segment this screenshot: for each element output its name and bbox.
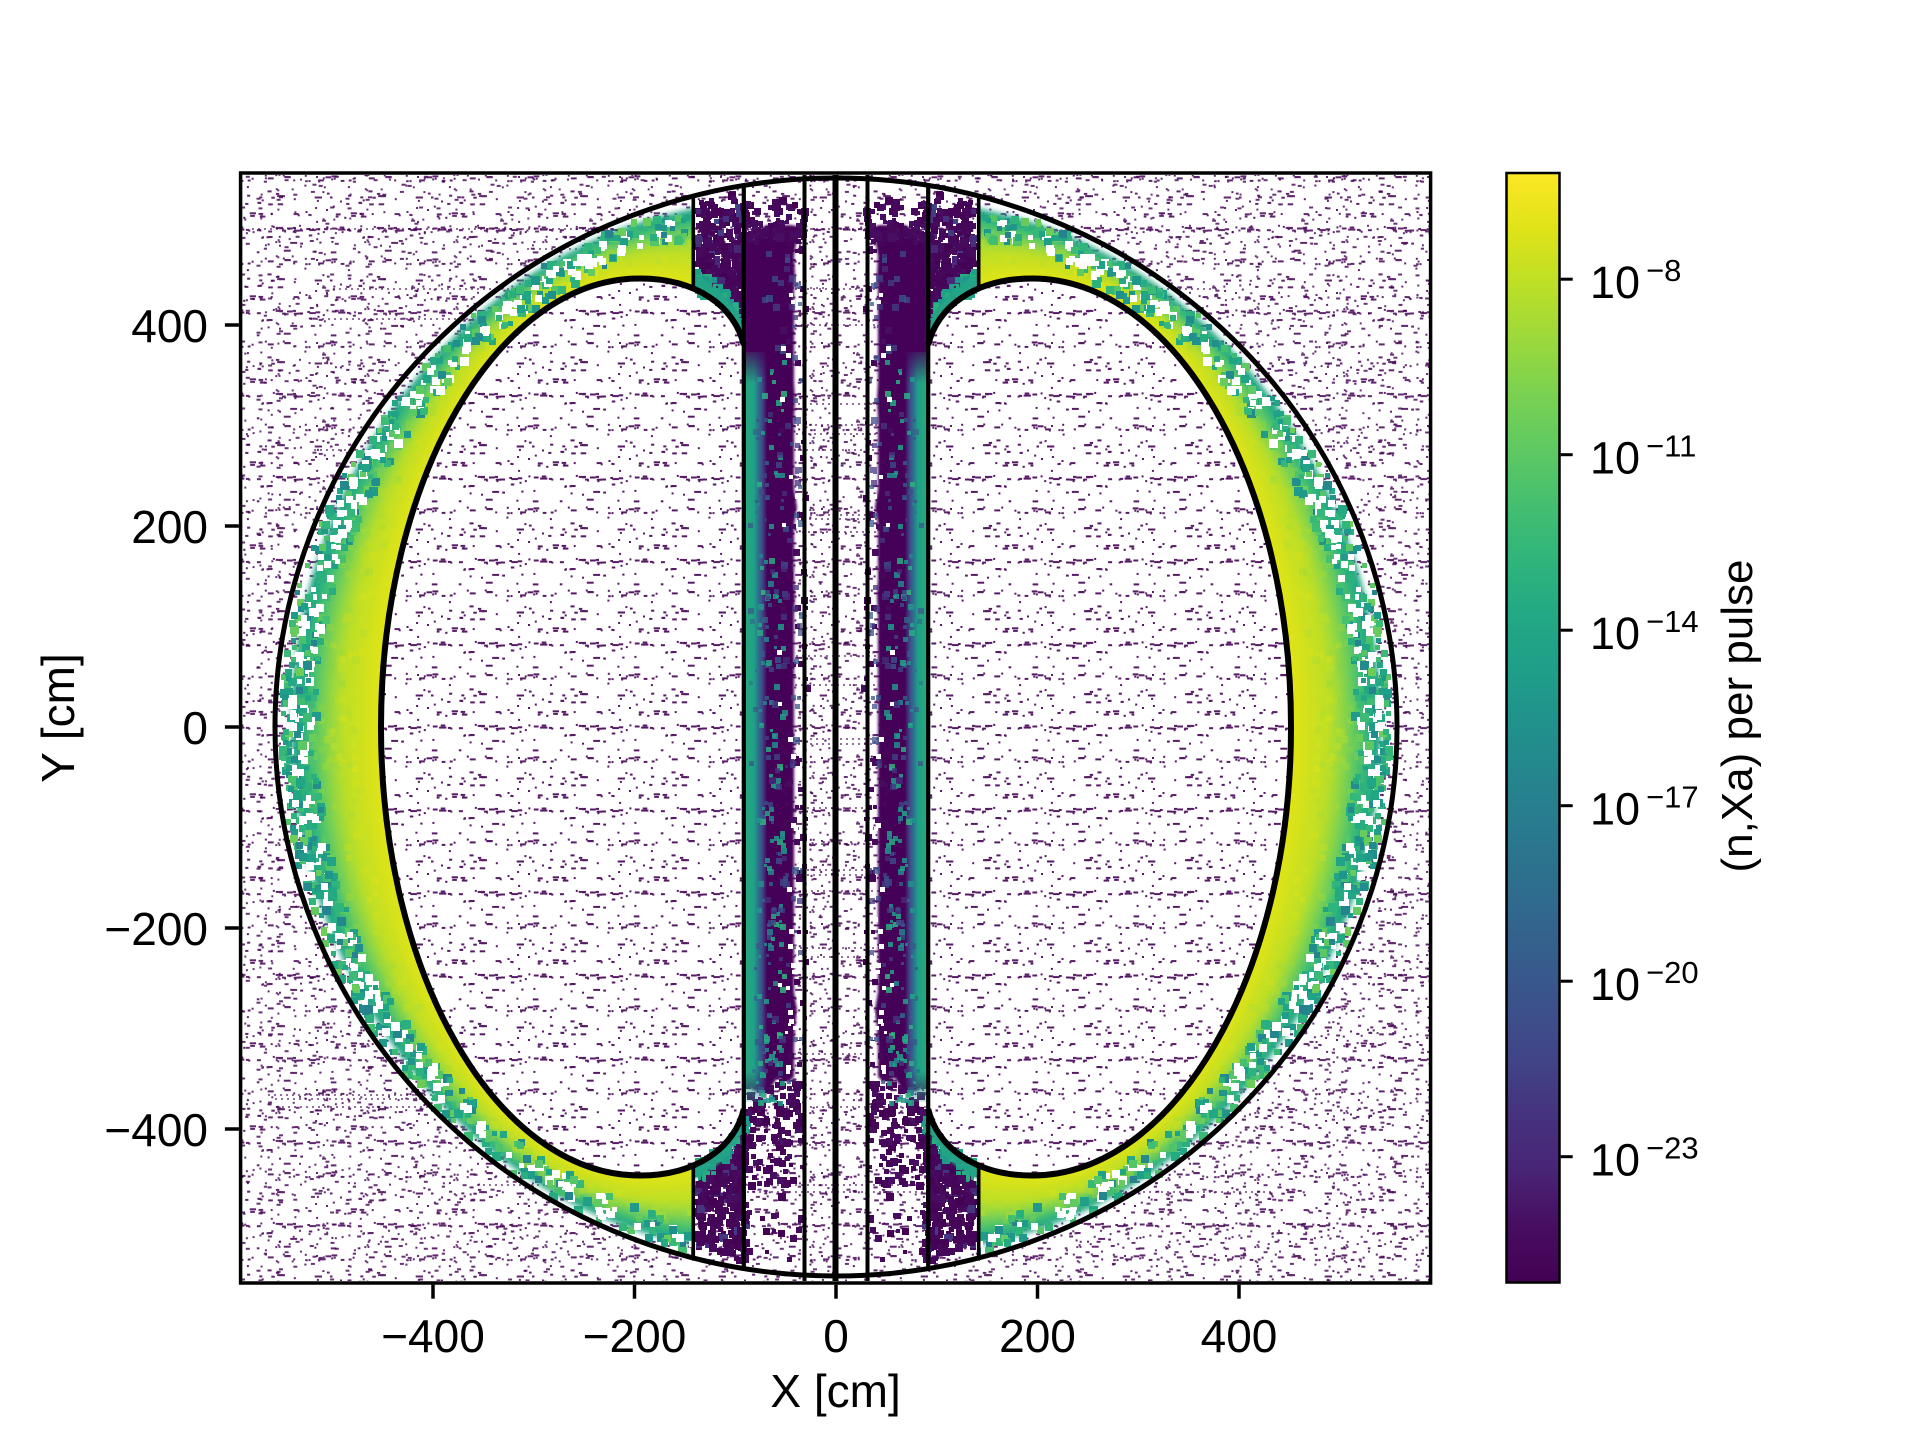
svg-text:−200: −200 bbox=[104, 903, 208, 955]
svg-text:(n,Xa) per pulse: (n,Xa) per pulse bbox=[1713, 559, 1762, 872]
svg-text:0: 0 bbox=[823, 1310, 849, 1362]
svg-text:0: 0 bbox=[182, 702, 208, 754]
svg-text:−400: −400 bbox=[381, 1310, 485, 1362]
svg-text:X [cm]: X [cm] bbox=[770, 1365, 900, 1417]
svg-text:200: 200 bbox=[999, 1310, 1076, 1362]
svg-text:200: 200 bbox=[131, 501, 208, 553]
svg-text:−400: −400 bbox=[104, 1104, 208, 1156]
svg-text:Y [cm]: Y [cm] bbox=[32, 653, 84, 783]
svg-text:400: 400 bbox=[131, 300, 208, 352]
svg-text:−200: −200 bbox=[583, 1310, 687, 1362]
svg-text:400: 400 bbox=[1201, 1310, 1278, 1362]
